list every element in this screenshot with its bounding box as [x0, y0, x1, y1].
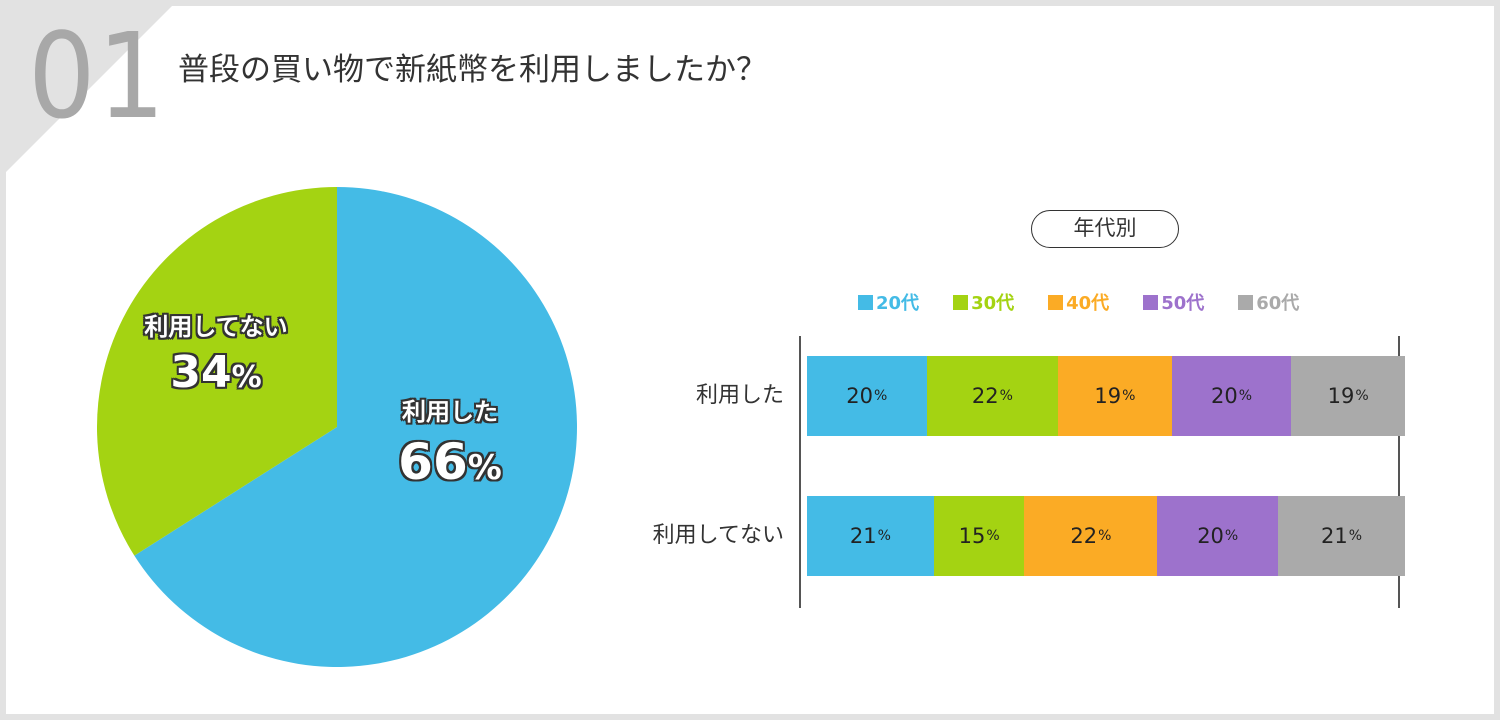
- pie-label-not-used-name: 利用してない: [144, 313, 288, 341]
- bar-segment-not-used-30s: 15%: [933, 496, 1025, 576]
- legend-label-30s: 30代: [971, 293, 1015, 314]
- data-label-not-used-40s: 22: [1070, 524, 1098, 548]
- legend-item-50s: 50代: [1143, 288, 1204, 316]
- bar-segment-used-40s: 19%: [1058, 356, 1172, 436]
- bar-segment-used-30s: 22%: [926, 356, 1059, 436]
- legend-swatch-40s: [1048, 294, 1064, 310]
- data-label-used-50s: 20: [1211, 384, 1238, 408]
- legend-item-40s: 40代: [1048, 288, 1109, 316]
- row-label-used: 利用した: [695, 383, 784, 408]
- legend: 20代 30代 40代 50代 60代: [858, 288, 1333, 316]
- legend-swatch-50s: [1143, 294, 1159, 310]
- legend-swatch-30s: [953, 294, 969, 310]
- bar-axis-left: [799, 336, 801, 608]
- data-label-unit: %: [1348, 528, 1363, 544]
- bar-segment-used-50s: 20%: [1171, 356, 1292, 436]
- data-label-not-used-30s: 15: [958, 524, 986, 548]
- pie-slice-not-used: [97, 187, 337, 556]
- data-label-unit: %: [999, 388, 1013, 404]
- legend-label-20s: 20代: [876, 293, 920, 314]
- data-label-unit: %: [1122, 388, 1136, 404]
- legend-item-20s: 20代: [858, 288, 919, 316]
- corner-decoration: [6, 6, 172, 172]
- legend-item-60s: 60代: [1238, 288, 1299, 316]
- pie-label-used: 利用した 66%: [370, 396, 530, 502]
- bar-axis-right: [1398, 336, 1400, 608]
- pie-slice-used: [134, 187, 577, 667]
- data-label-not-used-60s: 21: [1321, 524, 1348, 548]
- bar-segment-used-60s: 19%: [1291, 356, 1405, 436]
- data-label-unit: %: [874, 388, 888, 404]
- pie-label-used-name: 利用した: [402, 398, 498, 426]
- data-label-used-20s: 20: [846, 384, 873, 408]
- data-label-not-used-50s: 20: [1197, 524, 1224, 548]
- data-label-unit: %: [986, 528, 1000, 544]
- question-title: 普段の買い物で新紙幣を利用しましたか？: [178, 52, 767, 88]
- pie-label-not-used: 利用してない 34%: [126, 311, 306, 408]
- legend-label-60s: 60代: [1256, 293, 1300, 314]
- age-group-tag: 年代別: [1031, 210, 1179, 248]
- legend-label-40s: 40代: [1066, 293, 1110, 314]
- row-label-not-used: 利用してない: [652, 523, 784, 548]
- legend-item-30s: 30代: [953, 288, 1014, 316]
- data-label-used-30s: 22: [971, 384, 999, 408]
- pie-label-used-unit: %: [467, 448, 502, 488]
- bar-segment-used-20s: 20%: [807, 356, 927, 436]
- data-label-not-used-20s: 21: [849, 524, 877, 548]
- data-label-unit: %: [1098, 528, 1112, 544]
- pie-label-not-used-unit: %: [231, 360, 262, 395]
- legend-swatch-60s: [1238, 294, 1254, 310]
- data-label-unit: %: [1224, 528, 1239, 544]
- bar-segment-not-used-60s: 21%: [1278, 496, 1405, 576]
- data-label-used-60s: 19: [1327, 384, 1355, 408]
- pie-chart: [97, 187, 577, 667]
- bar-not-used: 21% 15% 22% 20% 21%: [807, 496, 1405, 576]
- bar-segment-not-used-40s: 22%: [1024, 496, 1158, 576]
- bar-segment-not-used-50s: 20%: [1157, 496, 1279, 576]
- data-label-unit: %: [877, 528, 891, 544]
- question-number: 01: [28, 7, 168, 145]
- data-label-used-40s: 19: [1094, 384, 1122, 408]
- legend-swatch-20s: [858, 294, 873, 310]
- bar-segment-not-used-20s: 21%: [807, 496, 934, 576]
- chart-card: 01 普段の買い物で新紙幣を利用しましたか？ 利用してない 34% 利用した 6…: [6, 6, 1494, 714]
- data-label-unit: %: [1238, 388, 1253, 404]
- pie-label-not-used-value: 34: [170, 347, 232, 398]
- data-label-unit: %: [1355, 388, 1369, 404]
- legend-label-50s: 50代: [1161, 293, 1205, 314]
- bar-used: 20% 22% 19% 20% 19%: [807, 356, 1405, 436]
- pie-label-used-value: 66: [398, 433, 468, 491]
